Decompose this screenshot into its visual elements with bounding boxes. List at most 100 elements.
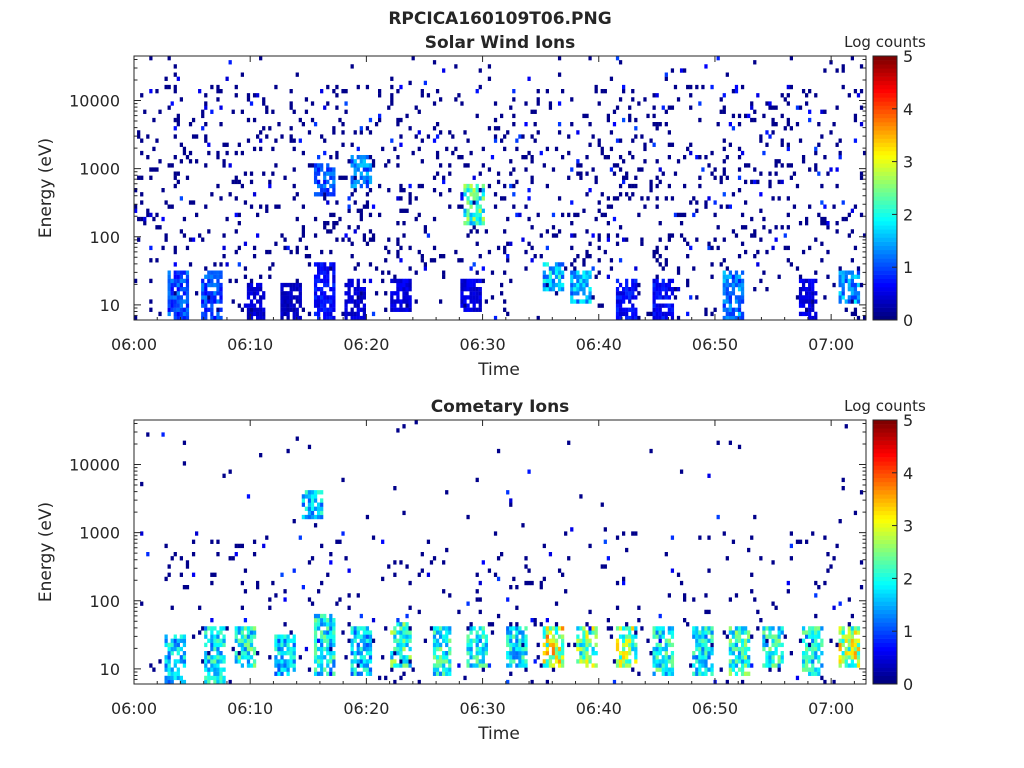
heatmap-cell — [405, 613, 409, 619]
heatmap-cell — [259, 138, 263, 143]
heatmap-cell — [280, 655, 284, 660]
heatmap-cell — [850, 630, 854, 635]
heatmap-cell — [570, 245, 574, 251]
heatmap-cell — [289, 287, 293, 292]
heatmap-cell — [582, 258, 586, 263]
heatmap-cell — [856, 663, 861, 668]
heatmap-cell — [823, 679, 827, 685]
heatmap-cell — [350, 64, 354, 69]
heatmap-cell — [515, 642, 519, 648]
heatmap-cell — [731, 89, 736, 94]
heatmap-cell — [737, 175, 742, 180]
heatmap-cell — [283, 303, 287, 308]
heatmap-cell — [298, 295, 302, 300]
heatmap-cell — [740, 667, 745, 672]
heatmap-cell — [140, 192, 144, 197]
heatmap-cell — [234, 552, 238, 557]
heatmap-cell — [219, 299, 223, 304]
heatmap-cell — [201, 311, 205, 317]
heatmap-cell — [390, 101, 394, 106]
heatmap-cell — [317, 671, 321, 676]
heatmap-cell — [173, 134, 177, 139]
heatmap-cell — [295, 245, 299, 251]
heatmap-cell — [728, 651, 732, 656]
heatmap-cell — [798, 303, 803, 308]
heatmap-cell — [362, 295, 366, 300]
heatmap-cell — [140, 481, 144, 487]
heatmap-cell — [405, 303, 409, 308]
heatmap-cell — [493, 192, 498, 197]
heatmap-cell — [655, 642, 659, 648]
heatmap-cell — [320, 278, 324, 284]
heatmap-cell — [240, 651, 244, 656]
heatmap-cell — [570, 221, 574, 226]
heatmap-cell — [259, 307, 263, 312]
colorbar-label: Log counts — [844, 397, 926, 415]
heatmap-cell — [634, 315, 638, 321]
heatmap-cell — [234, 93, 238, 98]
heatmap-cell — [533, 109, 537, 114]
x-tick-label: 06:20 — [343, 699, 389, 718]
heatmap-cell — [298, 655, 302, 660]
heatmap-cell — [838, 638, 842, 643]
heatmap-cell — [545, 663, 549, 668]
heatmap-cell — [811, 303, 815, 308]
heatmap-cell — [298, 535, 302, 540]
heatmap-cell — [622, 663, 626, 668]
heatmap-cell — [259, 453, 263, 458]
heatmap-cell — [216, 667, 220, 672]
heatmap-cell — [469, 229, 473, 234]
heatmap-cell — [557, 72, 562, 77]
heatmap-cell — [475, 291, 479, 296]
heatmap-cell — [329, 155, 333, 160]
heatmap-cell — [240, 646, 244, 652]
heatmap-cell — [622, 179, 626, 185]
heatmap-cell — [365, 638, 370, 643]
heatmap-cell — [353, 659, 357, 664]
heatmap-cell — [149, 278, 153, 284]
heatmap-cell — [838, 659, 842, 664]
heatmap-cell — [335, 150, 339, 156]
heatmap-cell — [551, 655, 556, 660]
heatmap-cell — [329, 630, 333, 635]
heatmap-cell — [847, 630, 851, 635]
heatmap-cell — [728, 270, 732, 275]
heatmap-cell — [655, 651, 659, 656]
heatmap-cell — [652, 113, 656, 119]
heatmap-cell — [368, 659, 373, 664]
heatmap-cell — [722, 159, 726, 164]
heatmap-cell — [740, 651, 745, 656]
colorbar-label: Log counts — [844, 33, 926, 51]
heatmap-cell — [744, 655, 748, 660]
heatmap-cell — [725, 72, 729, 77]
heatmap-cell — [496, 448, 501, 454]
heatmap-cell — [320, 270, 324, 275]
heatmap-cell — [365, 514, 370, 520]
heatmap-cell — [469, 307, 473, 312]
heatmap-cell — [524, 122, 528, 127]
heatmap-cell — [164, 576, 168, 582]
heatmap-cell — [231, 109, 235, 114]
heatmap-cell — [524, 646, 528, 652]
heatmap-cell — [442, 626, 446, 631]
heatmap-cell — [713, 167, 717, 172]
heatmap-cell — [210, 291, 214, 296]
heatmap-cell — [805, 216, 809, 222]
heatmap-cell — [661, 626, 665, 631]
heatmap-cell — [329, 655, 333, 660]
heatmap-cell — [615, 291, 620, 296]
heatmap-cell — [670, 233, 675, 238]
heatmap-cell — [356, 634, 360, 639]
heatmap-cell — [216, 655, 220, 660]
heatmap-cell — [329, 295, 333, 300]
heatmap-cell — [484, 642, 488, 648]
heatmap-cell — [207, 278, 211, 284]
colorbar-segment — [873, 490, 897, 495]
heatmap-cell — [283, 589, 287, 594]
heatmap-cell — [179, 295, 183, 300]
axes: 06:00 06:10 06:20 06:30 06:40 06:50 07:0010100… — [69, 419, 867, 718]
heatmap-cell — [475, 89, 479, 94]
heatmap-cell — [393, 646, 397, 652]
heatmap-cell — [847, 634, 851, 639]
heatmap-cell — [774, 122, 778, 127]
